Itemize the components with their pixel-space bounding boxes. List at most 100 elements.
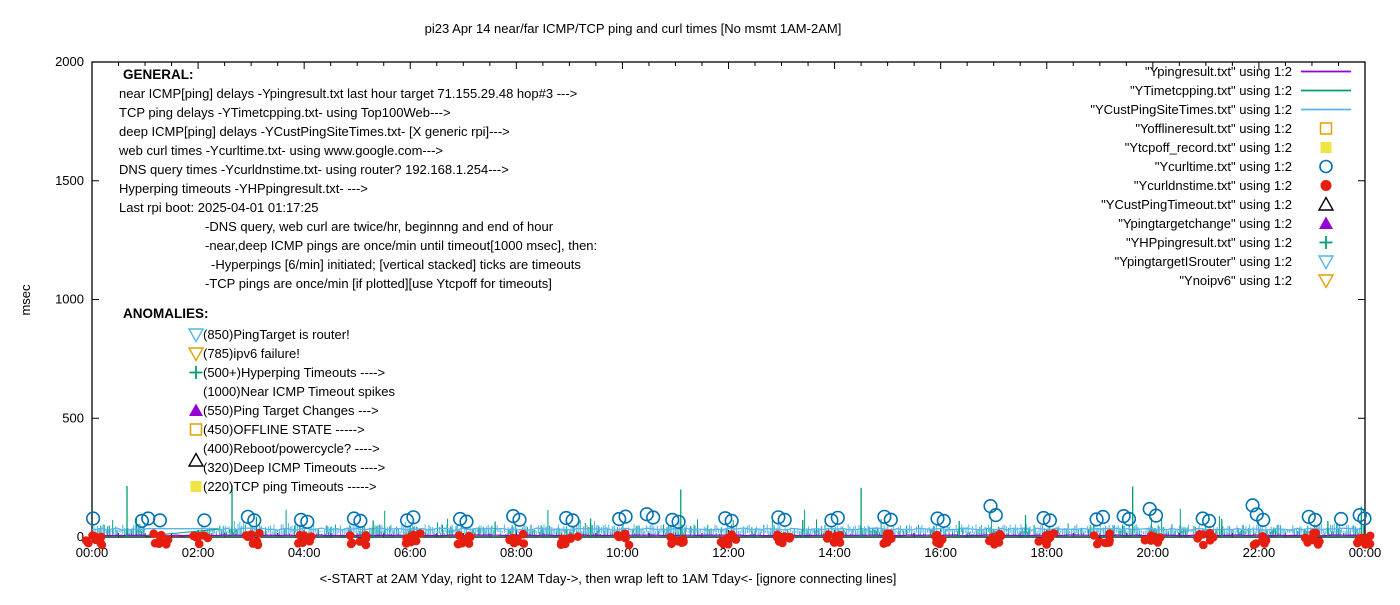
dns-query-point — [243, 532, 252, 541]
web-curl-point — [883, 512, 898, 527]
web-curl-point — [1201, 513, 1217, 529]
dns-query-point — [1154, 534, 1164, 543]
anomaly-marker-triangle-down-open — [187, 328, 205, 343]
dns-query-point — [1311, 528, 1321, 538]
dns-query-point — [294, 539, 303, 548]
legend-row: "YpingtargetISrouter" using 1:2 — [1115, 254, 1335, 270]
web-curl-point — [877, 509, 892, 524]
anomaly-line: (320)Deep ICMP Timeouts ----> — [203, 460, 385, 475]
legend-row: "YHPpingresult.txt" using 1:2 — [1126, 235, 1333, 250]
legend-marker-triangle-up-open — [1317, 196, 1335, 211]
dns-query-point — [1305, 534, 1314, 544]
web-curl-point — [1357, 511, 1372, 526]
web-curl-point — [293, 512, 309, 528]
dns-query-point — [454, 531, 464, 540]
dns-query-point — [881, 537, 890, 546]
web-curl-point — [718, 511, 733, 526]
dns-query-point — [1104, 538, 1114, 547]
x-tick-label: 12:00 — [712, 545, 745, 560]
x-tick-label: 14:00 — [818, 545, 851, 560]
dns-query-point — [1199, 540, 1208, 550]
legend-label: "YTimetcpping.txt" using 1:2 — [1130, 83, 1292, 98]
legend-label: "Yofflineresult.txt" using 1:2 — [1135, 121, 1292, 136]
dns-query-point — [1105, 529, 1114, 538]
anomaly-marker-triangle-up-filled — [189, 403, 203, 416]
dns-query-point — [677, 538, 686, 547]
dns-query-point — [718, 539, 728, 549]
general-line: Last rpi boot: 2025-04-01 01:17:25 — [119, 200, 318, 215]
y-tick-label: 1500 — [55, 173, 84, 188]
dns-query-point — [90, 532, 100, 541]
web-curl-series — [85, 498, 1372, 529]
dns-query-point — [96, 532, 106, 542]
anomaly-marker-square-open — [189, 423, 203, 436]
dns-query-point — [464, 539, 474, 548]
general-line: near ICMP[ping] delays -Ypingresult.txt … — [119, 86, 577, 101]
dns-query-point — [194, 539, 204, 549]
dns-query-point — [163, 535, 173, 544]
web-curl-point — [197, 513, 212, 528]
anomaly-marker-plus — [189, 366, 203, 379]
x-tick-label: 18:00 — [1030, 545, 1063, 560]
legend-label: "YCustPingSiteTimes.txt" using 1:2 — [1090, 102, 1292, 117]
web-curl-point — [618, 509, 633, 524]
anomaly-line: (785)ipv6 failure! — [203, 346, 300, 361]
anomaly-line: (220)TCP ping Timeouts -----> — [203, 479, 377, 494]
web-curl-point — [1333, 511, 1349, 527]
web-curl-point — [512, 512, 527, 527]
dns-query-point — [513, 537, 522, 546]
dns-query-series — [81, 528, 1375, 550]
x-tick-label: 00:00 — [1349, 545, 1382, 560]
web-curl-point — [353, 513, 368, 529]
dns-query-point — [822, 534, 832, 543]
legend-label: "Ypingresult.txt" using 1:2 — [1145, 64, 1292, 79]
anomaly-line: (850)PingTarget is router! — [203, 327, 350, 342]
x-tick-label: 20:00 — [1137, 545, 1170, 560]
legend-row: "YCustPingSiteTimes.txt" using 1:2 — [1090, 102, 1351, 117]
dns-query-point — [1146, 531, 1156, 540]
dns-query-point — [150, 538, 160, 548]
legend-label: "Ypingtargetchange" using 1:2 — [1118, 216, 1292, 231]
annotation-labels: GENERAL: near ICMP[ping] delays -Ypingres… — [118, 67, 597, 494]
web-curl-point — [771, 510, 786, 525]
web-curl-point — [936, 513, 951, 529]
general-line: -near,deep ICMP pings are once/min until… — [205, 238, 597, 253]
dns-query-point — [1361, 540, 1370, 549]
general-line: deep ICMP[ping] delays -YCustPingSiteTim… — [119, 124, 510, 139]
dns-query-point — [1315, 537, 1324, 546]
legend-row: "Ycurldnstime.txt" using 1:2 — [1134, 178, 1332, 193]
web-curl-point — [724, 513, 739, 529]
y-axis-label: msec — [18, 284, 33, 316]
general-line: TCP ping delays -YTimetcpping.txt- using… — [119, 105, 451, 120]
web-curl-point — [1256, 512, 1271, 528]
dns-query-point — [573, 532, 583, 541]
web-curl-point — [1036, 510, 1051, 526]
dns-query-point — [416, 529, 425, 538]
dns-query-point — [773, 530, 782, 539]
anomaly-line: (550)Ping Target Changes ---> — [203, 403, 379, 418]
legend-row: "YTimetcpping.txt" using 1:2 — [1130, 83, 1351, 98]
data-series — [81, 485, 1375, 550]
dns-query-point — [347, 538, 357, 548]
general-line: web curl times -Ycurltime.txt- using www… — [118, 143, 443, 158]
web-curl-point — [1245, 498, 1260, 513]
x-tick-label: 22:00 — [1243, 545, 1276, 560]
y-tick-label: 2000 — [55, 54, 84, 69]
legend-label: "YCustPingTimeout.txt" using 1:2 — [1101, 197, 1292, 212]
legend-label: "Ytcpoff_record.txt" using 1:2 — [1125, 140, 1292, 155]
y-tick-label: 0 — [77, 529, 84, 544]
legend-row: "YCustPingTimeout.txt" using 1:2 — [1101, 196, 1335, 212]
anomaly-line: (450)OFFLINE STATE -----> — [203, 422, 365, 437]
dns-query-point — [1093, 539, 1102, 549]
web-curl-point — [565, 513, 580, 528]
dns-query-point — [774, 537, 784, 546]
dns-query-point — [1039, 536, 1049, 545]
anomaly-marker-square-filled — [190, 481, 202, 492]
web-curl-point — [777, 512, 792, 528]
anomaly-line: (500+)Hyperping Timeouts ----> — [203, 365, 385, 380]
x-tick-label: 16:00 — [924, 545, 957, 560]
web-curl-point — [134, 513, 149, 529]
dns-query-point — [885, 529, 894, 538]
legend-marker-circle-open — [1319, 159, 1333, 174]
